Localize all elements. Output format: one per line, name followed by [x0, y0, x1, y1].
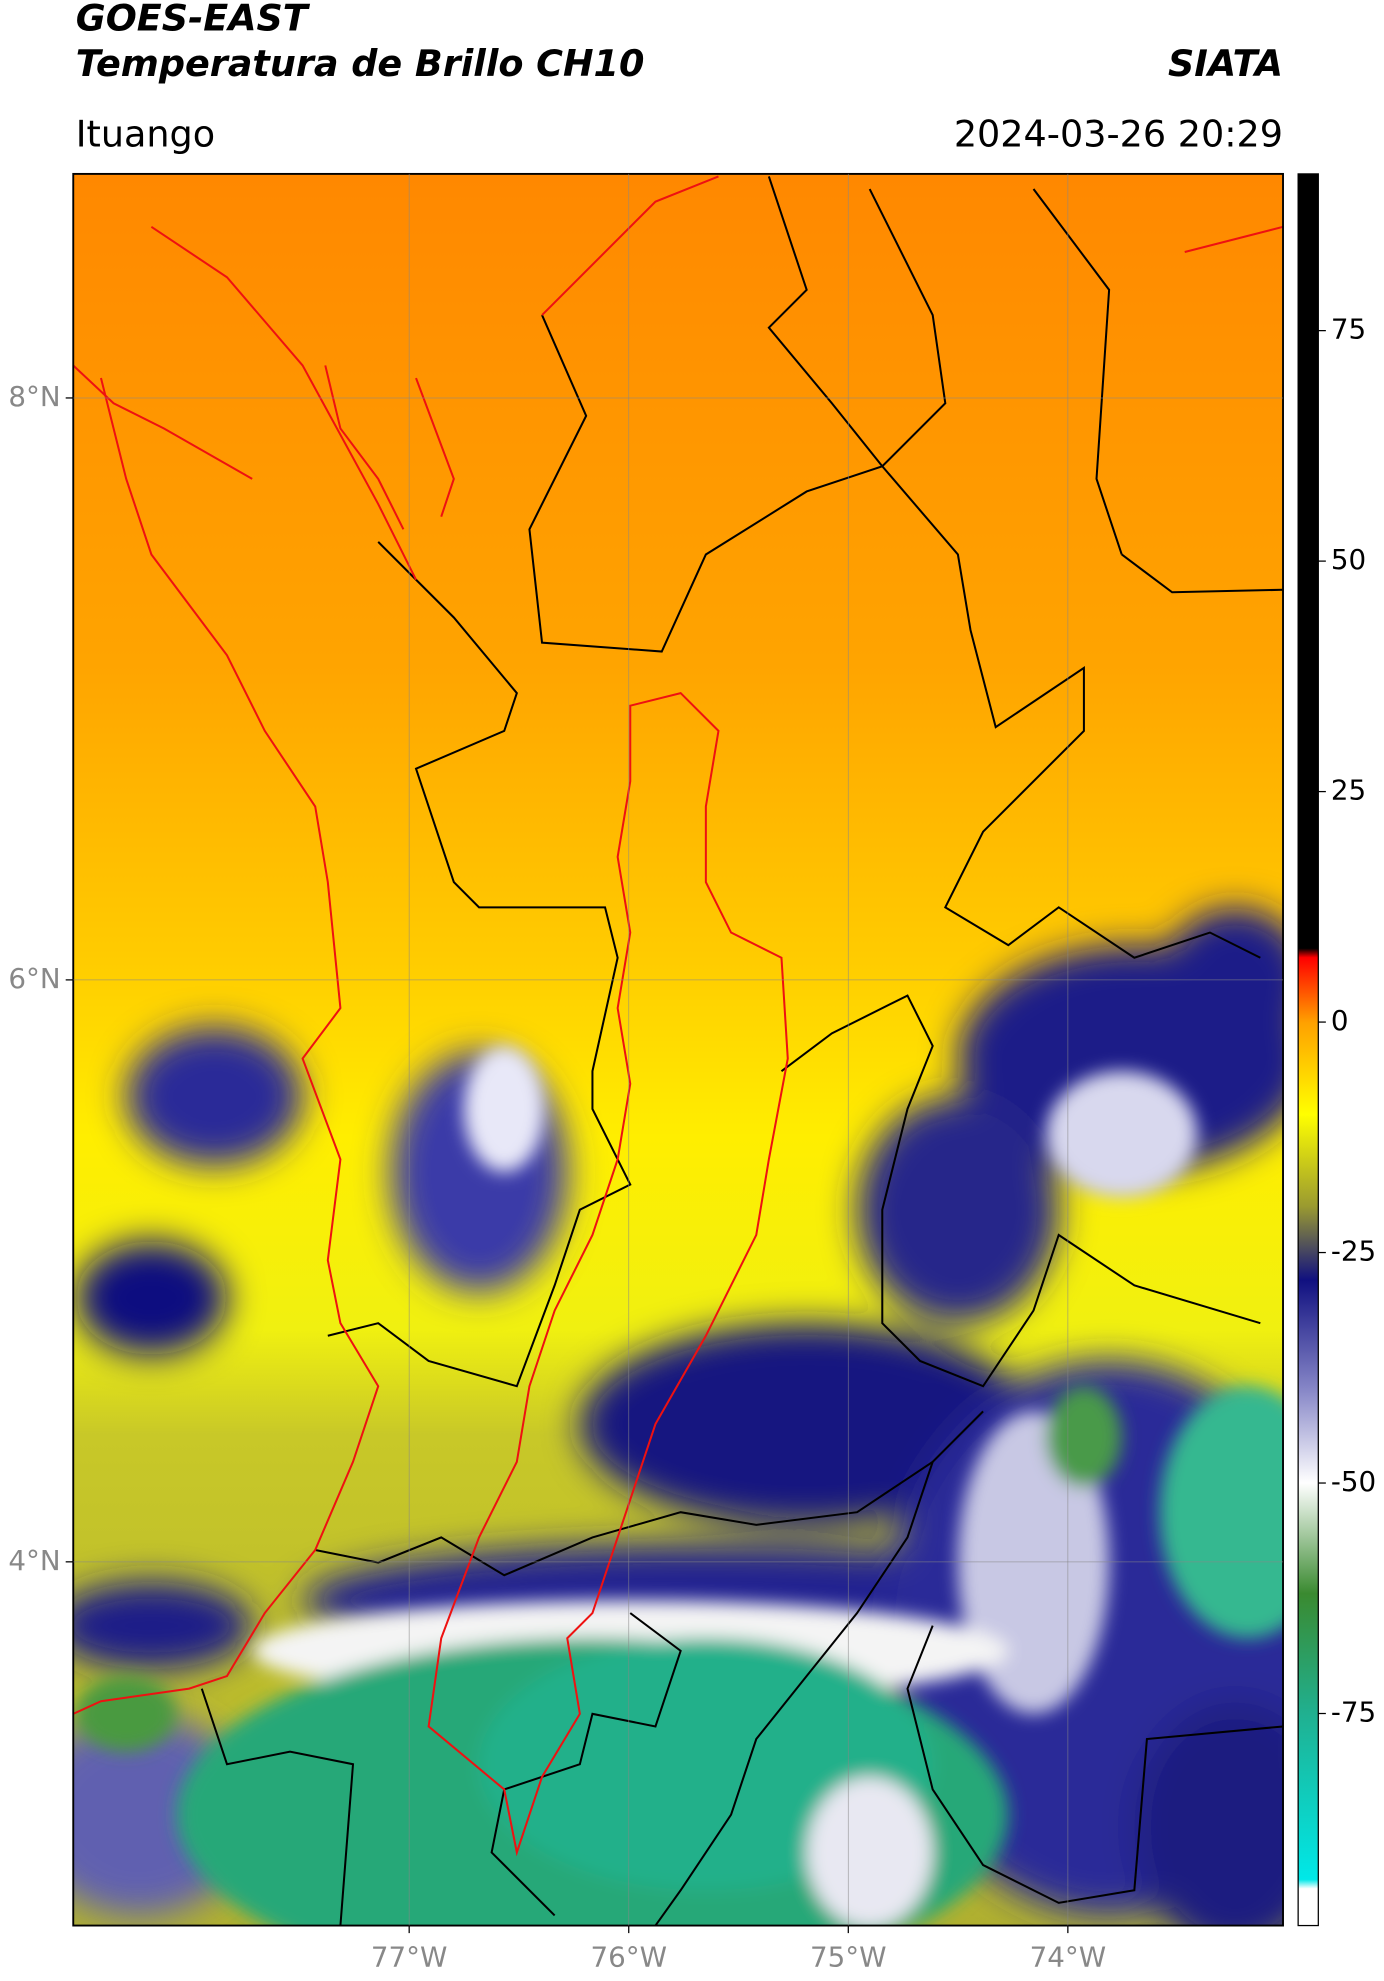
satellite-image: [73, 173, 1284, 1926]
title: GOES-EAST: [76, 0, 311, 40]
map-frame: [72, 172, 1284, 1927]
colorbar-tick-label: 0: [1331, 1004, 1349, 1037]
location: Ituango: [76, 113, 215, 156]
x-tick-label: 74°W: [1030, 1940, 1107, 1973]
source: SIATA: [1168, 42, 1283, 85]
borders: [200, 176, 1284, 1926]
colorbar-tick-label: 75: [1331, 313, 1366, 346]
y-tick-label: 4°N: [8, 1544, 60, 1577]
subtitle: Temperatura de Brillo CH10: [76, 42, 645, 85]
x-tick-label: 77°W: [371, 1940, 448, 1973]
colorbar-tick-label: -25: [1331, 1235, 1376, 1268]
timestamp: 2024-03-26 20:29: [954, 113, 1283, 156]
y-tick-label: 8°N: [8, 380, 60, 413]
colorbar-tick-label: -75: [1331, 1696, 1376, 1729]
red-lines: [73, 175, 1284, 1857]
colorbar-tick-label: 25: [1331, 774, 1366, 807]
x-tick-label: 75°W: [810, 1940, 887, 1973]
x-tick-label: 76°W: [590, 1940, 667, 1973]
colorbar-tick-label: 50: [1331, 543, 1366, 576]
colorbar: [1297, 173, 1319, 1927]
y-tick-label: 6°N: [8, 962, 60, 995]
colorbar-tick-label: -50: [1331, 1465, 1376, 1498]
